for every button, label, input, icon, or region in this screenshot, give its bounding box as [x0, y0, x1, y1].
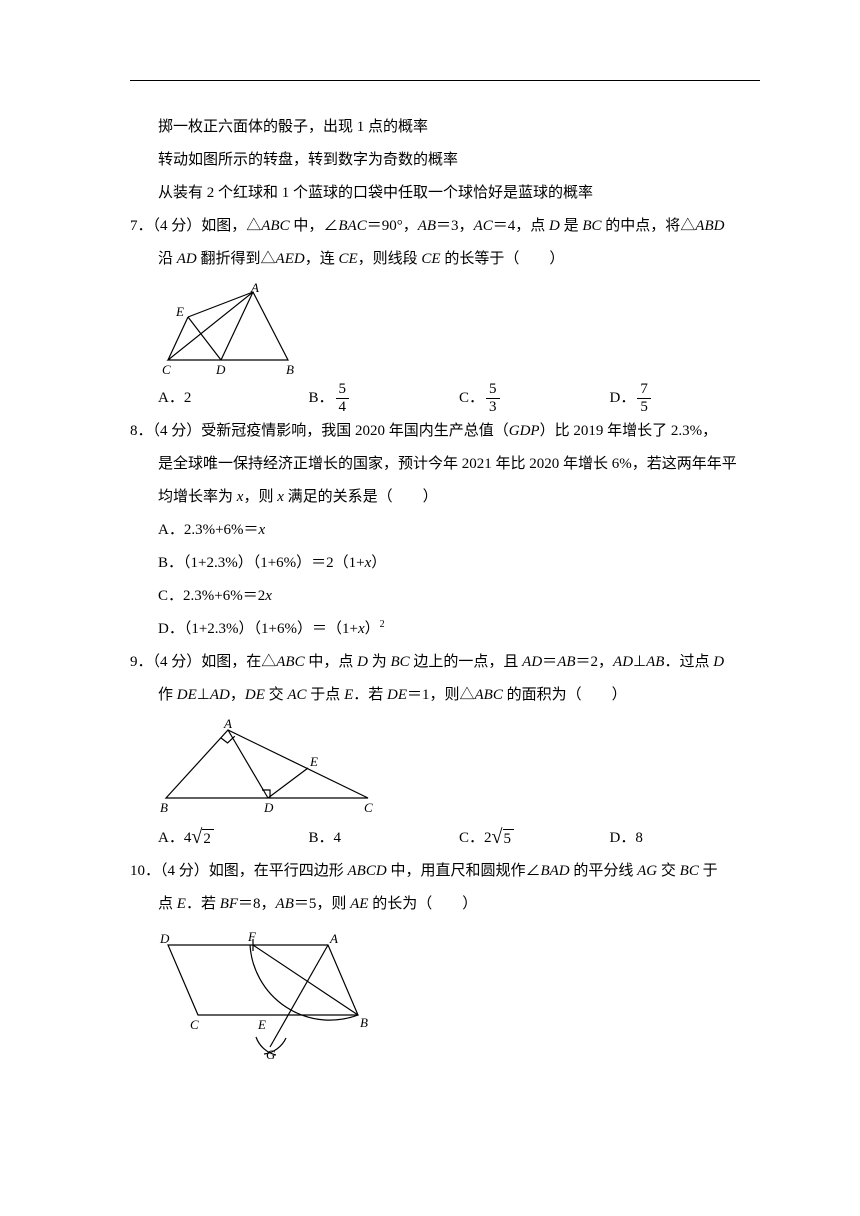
- prev-option-C-text: 转动如图所示的转盘，转到数字为奇数的概率: [158, 152, 458, 168]
- q10-label-D: D: [159, 931, 170, 946]
- q9-optA-text: A．4: [158, 822, 191, 855]
- q10-label-E: E: [257, 1017, 266, 1032]
- q9-stem-line2: 作 DE⊥AD，DE 交 AC 于点 E．若 DE＝1，则△ABC 的面积为（ …: [130, 679, 760, 712]
- q8-stem-line1: 8．（4 分）受新冠疫情影响，我国 2020 年国内生产总值（GDP）比 201…: [130, 415, 760, 448]
- prev-option-B: 掷一枚正六面体的骰子，出现 1 点的概率: [130, 111, 760, 144]
- q9-optC-text: C．2: [459, 822, 492, 855]
- q9-option-D: D．8: [610, 822, 761, 855]
- q7-stem-line2: 沿 AD 翻折得到△AED，连 CE，则线段 CE 的长等于（ ）: [130, 243, 760, 276]
- q9-optB-text: B．4: [309, 822, 342, 855]
- q9-options: A．4√2 B．4 C．2√5 D．8: [130, 822, 760, 855]
- q9-option-B: B．4: [309, 822, 460, 855]
- q8-option-C: C．2.3%+6%＝2x: [158, 580, 760, 613]
- prev-option-D-text: 从装有 2 个红球和 1 个蓝球的口袋中任取一个球恰好是蓝球的概率: [158, 185, 593, 201]
- q7-option-B: B． 54: [309, 381, 460, 415]
- q9-label-C: C: [364, 800, 373, 815]
- sqrt-icon: √5: [492, 827, 514, 850]
- q7-label-D: D: [215, 362, 226, 377]
- prev-option-D: 从装有 2 个红球和 1 个蓝球的口袋中任取一个球恰好是蓝球的概率: [130, 177, 760, 210]
- prev-option-B-text: 掷一枚正六面体的骰子，出现 1 点的概率: [158, 119, 428, 135]
- q10-label-B: B: [360, 1015, 368, 1030]
- q10-stem-line1: 10．（4 分）如图，在平行四边形 ABCD 中，用直尺和圆规作∠BAD 的平分…: [130, 855, 760, 888]
- sqrt-icon: √2: [191, 827, 213, 850]
- q7-label-C: C: [162, 362, 171, 377]
- q7-figure: A B C D E: [130, 282, 760, 377]
- q7-optC-text: C．: [459, 382, 484, 415]
- q7-stem-line1: 7．（4 分）如图，△ABC 中，∠BAC＝90°，AB＝3，AC＝4，点 D …: [130, 210, 760, 243]
- q10-label-F: F: [247, 929, 257, 944]
- q8-stem-line2: 是全球唯一保持经济正增长的国家，预计今年 2021 年比 2020 年增长 6%…: [130, 448, 760, 481]
- q10-figure: D A C B F E G: [130, 927, 760, 1062]
- q9-stem-line1: 9．（4 分）如图，在△ABC 中，点 D 为 BC 边上的一点，且 AD＝AB…: [130, 646, 760, 679]
- q7-optA-text: A．2: [158, 382, 191, 415]
- q9-option-C: C．2√5: [459, 822, 610, 855]
- q8-stem-line3: 均增长率为 x，则 x 满足的关系是（ ）: [130, 481, 760, 514]
- q7-optD-text: D．: [610, 382, 636, 415]
- q7-frac-B: 54: [336, 381, 350, 415]
- q7-options: A．2 B． 54 C． 53 D． 75: [130, 381, 760, 415]
- q9-option-A: A．4√2: [158, 822, 309, 855]
- top-rule: [130, 80, 760, 81]
- q8-optD-sup: 2: [380, 619, 385, 630]
- q10-stem-line2: 点 E．若 BF＝8，AB＝5，则 AE 的长为（ ）: [130, 888, 760, 921]
- q8-options: A．2.3%+6%＝x B．（1+2.3%）（1+6%）＝2（1+x） C．2.…: [130, 514, 760, 646]
- q8-option-D: D．（1+2.3%）（1+6%）＝（1+x）2: [158, 613, 760, 646]
- exam-page: 掷一枚正六面体的骰子，出现 1 点的概率 转动如图所示的转盘，转到数字为奇数的概…: [0, 0, 860, 1126]
- q10-label-C: C: [190, 1017, 199, 1032]
- q7-label-A: A: [250, 282, 259, 295]
- q8-option-A: A．2.3%+6%＝x: [158, 514, 760, 547]
- q9-label-A: A: [223, 718, 232, 731]
- q7-option-D: D． 75: [610, 381, 761, 415]
- q7-label-B: B: [286, 362, 294, 377]
- q10-label-G: G: [266, 1047, 276, 1062]
- q9-optD-text: D．8: [610, 822, 643, 855]
- q8-option-B: B．（1+2.3%）（1+6%）＝2（1+x）: [158, 547, 760, 580]
- q7-option-A: A．2: [158, 382, 309, 415]
- q9-label-D: D: [263, 800, 274, 815]
- q7-frac-C: 53: [486, 381, 500, 415]
- q7-label-E: E: [175, 304, 184, 319]
- prev-option-C: 转动如图所示的转盘，转到数字为奇数的概率: [130, 144, 760, 177]
- q9-figure: A B C D E: [130, 718, 760, 818]
- q10-label-A: A: [329, 931, 338, 946]
- q9-label-E: E: [309, 754, 318, 769]
- q7-frac-D: 75: [637, 381, 651, 415]
- q7-option-C: C． 53: [459, 381, 610, 415]
- q9-label-B: B: [160, 800, 168, 815]
- q7-optB-text: B．: [309, 382, 334, 415]
